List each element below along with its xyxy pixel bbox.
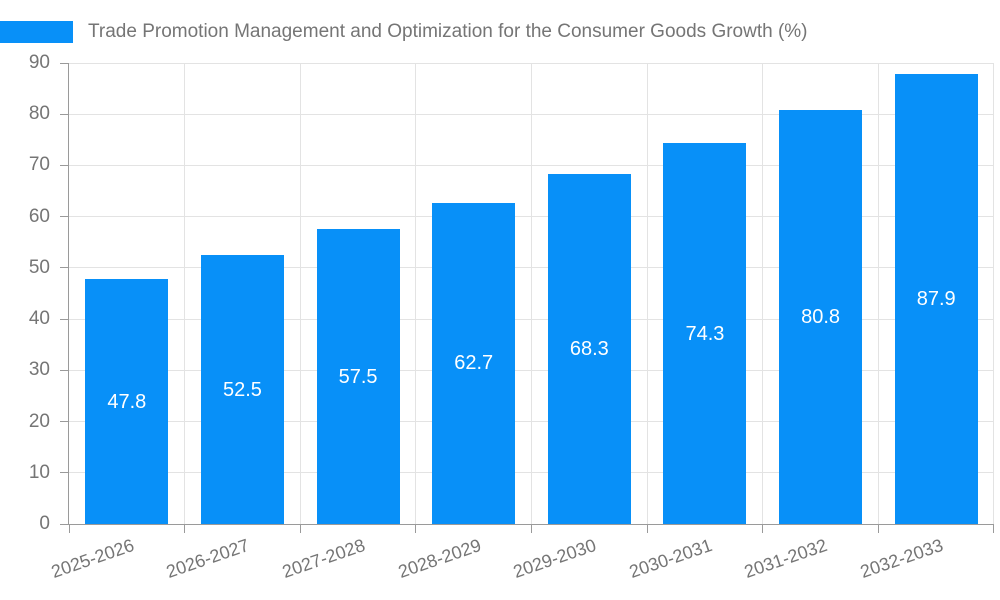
y-axis-tick bbox=[60, 164, 69, 166]
y-axis-tick-label: 50 bbox=[28, 256, 50, 278]
y-axis-tick bbox=[60, 318, 69, 320]
plot-area: 47.8 52.5 57.5 62.7 68.3 74.3 80.8 87.9 bbox=[60, 62, 994, 533]
bar-value-label: 57.5 bbox=[338, 365, 378, 388]
y-axis-tick-label: 90 bbox=[28, 52, 50, 73]
gridline-vertical bbox=[646, 63, 648, 524]
bar-value-label: 74.3 bbox=[685, 322, 725, 345]
x-axis-tick-label: 2032-2033 bbox=[857, 535, 946, 582]
y-axis-tick-label: 30 bbox=[28, 359, 50, 381]
gridline-vertical bbox=[992, 63, 994, 524]
gridline-vertical bbox=[415, 63, 417, 524]
y-axis-tick bbox=[60, 369, 69, 371]
x-axis-tick-label: 2025-2026 bbox=[48, 535, 137, 582]
bar: 47.8 bbox=[85, 279, 169, 524]
bar: 52.5 bbox=[200, 255, 284, 524]
bar-value-label: 80.8 bbox=[801, 306, 841, 329]
bar: 62.7 bbox=[432, 202, 516, 524]
y-axis-tick-label: 20 bbox=[28, 410, 50, 432]
bar: 68.3 bbox=[547, 174, 631, 524]
y-axis-tick bbox=[60, 523, 69, 525]
x-axis-tick-label: 2027-2028 bbox=[279, 535, 368, 582]
bar-value-label: 47.8 bbox=[107, 390, 147, 413]
bar: 80.8 bbox=[779, 110, 863, 524]
y-axis-tick-label: 80 bbox=[28, 103, 50, 125]
gridline-vertical bbox=[531, 63, 532, 524]
y-axis-tick-label: 60 bbox=[28, 205, 50, 227]
x-axis-tick bbox=[762, 524, 764, 533]
y-axis-tick bbox=[60, 62, 69, 64]
x-axis-tick bbox=[646, 524, 648, 533]
x-axis-tick-label: 2031-2032 bbox=[742, 535, 831, 582]
bar-value-label: 62.7 bbox=[454, 352, 494, 375]
bar-value-label: 68.3 bbox=[569, 338, 609, 361]
x-axis-tick-label: 2029-2030 bbox=[510, 535, 599, 582]
legend-swatch bbox=[0, 21, 73, 43]
x-axis-tick-label: 2026-2027 bbox=[164, 535, 252, 582]
y-axis-tick bbox=[60, 421, 69, 423]
gridline-vertical bbox=[184, 63, 186, 524]
bar-value-label: 87.9 bbox=[916, 287, 956, 310]
gridline-vertical bbox=[877, 63, 879, 524]
x-axis-tick bbox=[992, 524, 994, 533]
x-axis-tick bbox=[531, 524, 532, 533]
gridline-vertical bbox=[762, 63, 764, 524]
y-axis-tick bbox=[60, 267, 69, 269]
gridline-vertical bbox=[299, 63, 301, 524]
x-axis-tick bbox=[877, 524, 879, 533]
y-axis-tick-label: 10 bbox=[28, 461, 50, 483]
x-axis-tick bbox=[68, 524, 70, 533]
y-axis-tick bbox=[60, 472, 69, 474]
y-axis-tick-label: 0 bbox=[39, 513, 50, 534]
x-axis-tick bbox=[299, 524, 301, 533]
bar: 87.9 bbox=[894, 73, 978, 524]
legend: Trade Promotion Management and Optimizat… bbox=[0, 21, 1000, 43]
x-axis-tick-label: 2028-2029 bbox=[395, 535, 484, 582]
y-axis-tick bbox=[60, 216, 69, 218]
y-axis-tick-label: 40 bbox=[28, 308, 50, 330]
y-axis-tick-label: 70 bbox=[28, 154, 50, 176]
bar-value-label: 52.5 bbox=[222, 378, 262, 401]
x-axis-tick bbox=[415, 524, 417, 533]
y-axis-tick bbox=[60, 113, 69, 115]
chart-title: Trade Promotion Management and Optimizat… bbox=[88, 21, 808, 42]
x-axis-tick-label: 2030-2031 bbox=[626, 535, 715, 582]
x-axis-tick bbox=[184, 524, 186, 533]
bar: 57.5 bbox=[316, 229, 400, 524]
bar: 74.3 bbox=[663, 143, 747, 524]
